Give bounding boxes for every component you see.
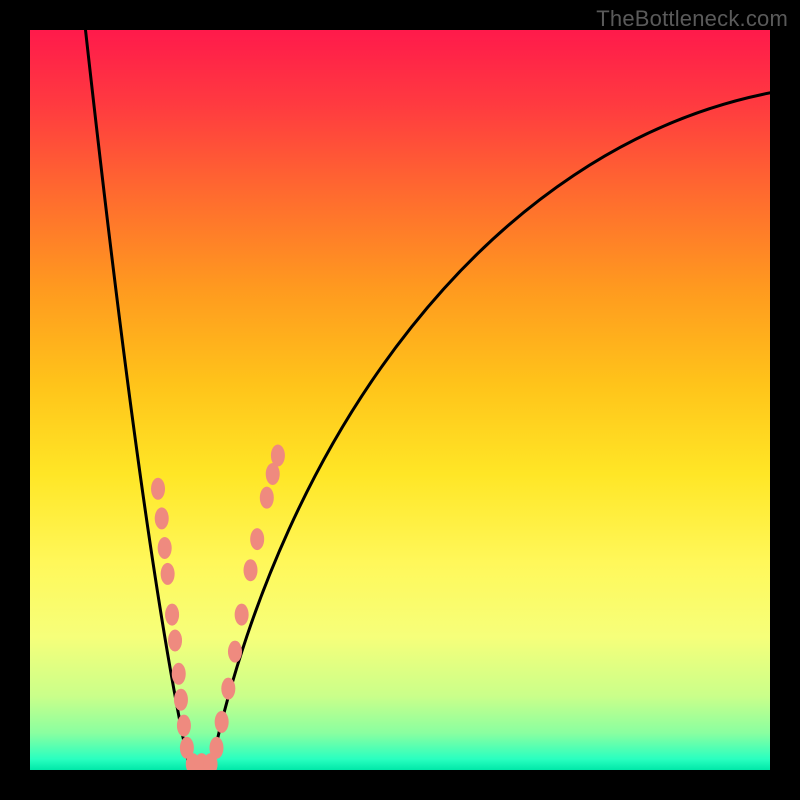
bottleneck-curve (86, 30, 771, 766)
curve-marker (221, 678, 235, 700)
curve-marker (228, 641, 242, 663)
curve-marker (172, 663, 186, 685)
plot-area (30, 30, 770, 770)
curve-marker (260, 487, 274, 509)
curve-marker (155, 507, 169, 529)
curve-marker (177, 715, 191, 737)
curve-marker (250, 528, 264, 550)
curve-marker (209, 737, 223, 759)
curve-marker (165, 604, 179, 626)
curve-marker (151, 478, 165, 500)
curve-marker (244, 559, 258, 581)
chart-svg (30, 30, 770, 770)
curve-marker (235, 604, 249, 626)
curve-marker (158, 537, 172, 559)
marker-group (151, 445, 285, 771)
outer-frame: TheBottleneck.com (0, 0, 800, 800)
curve-marker (168, 630, 182, 652)
curve-marker (271, 445, 285, 467)
curve-marker (161, 563, 175, 585)
curve-marker (174, 689, 188, 711)
curve-marker (215, 711, 229, 733)
watermark-text: TheBottleneck.com (596, 6, 788, 32)
